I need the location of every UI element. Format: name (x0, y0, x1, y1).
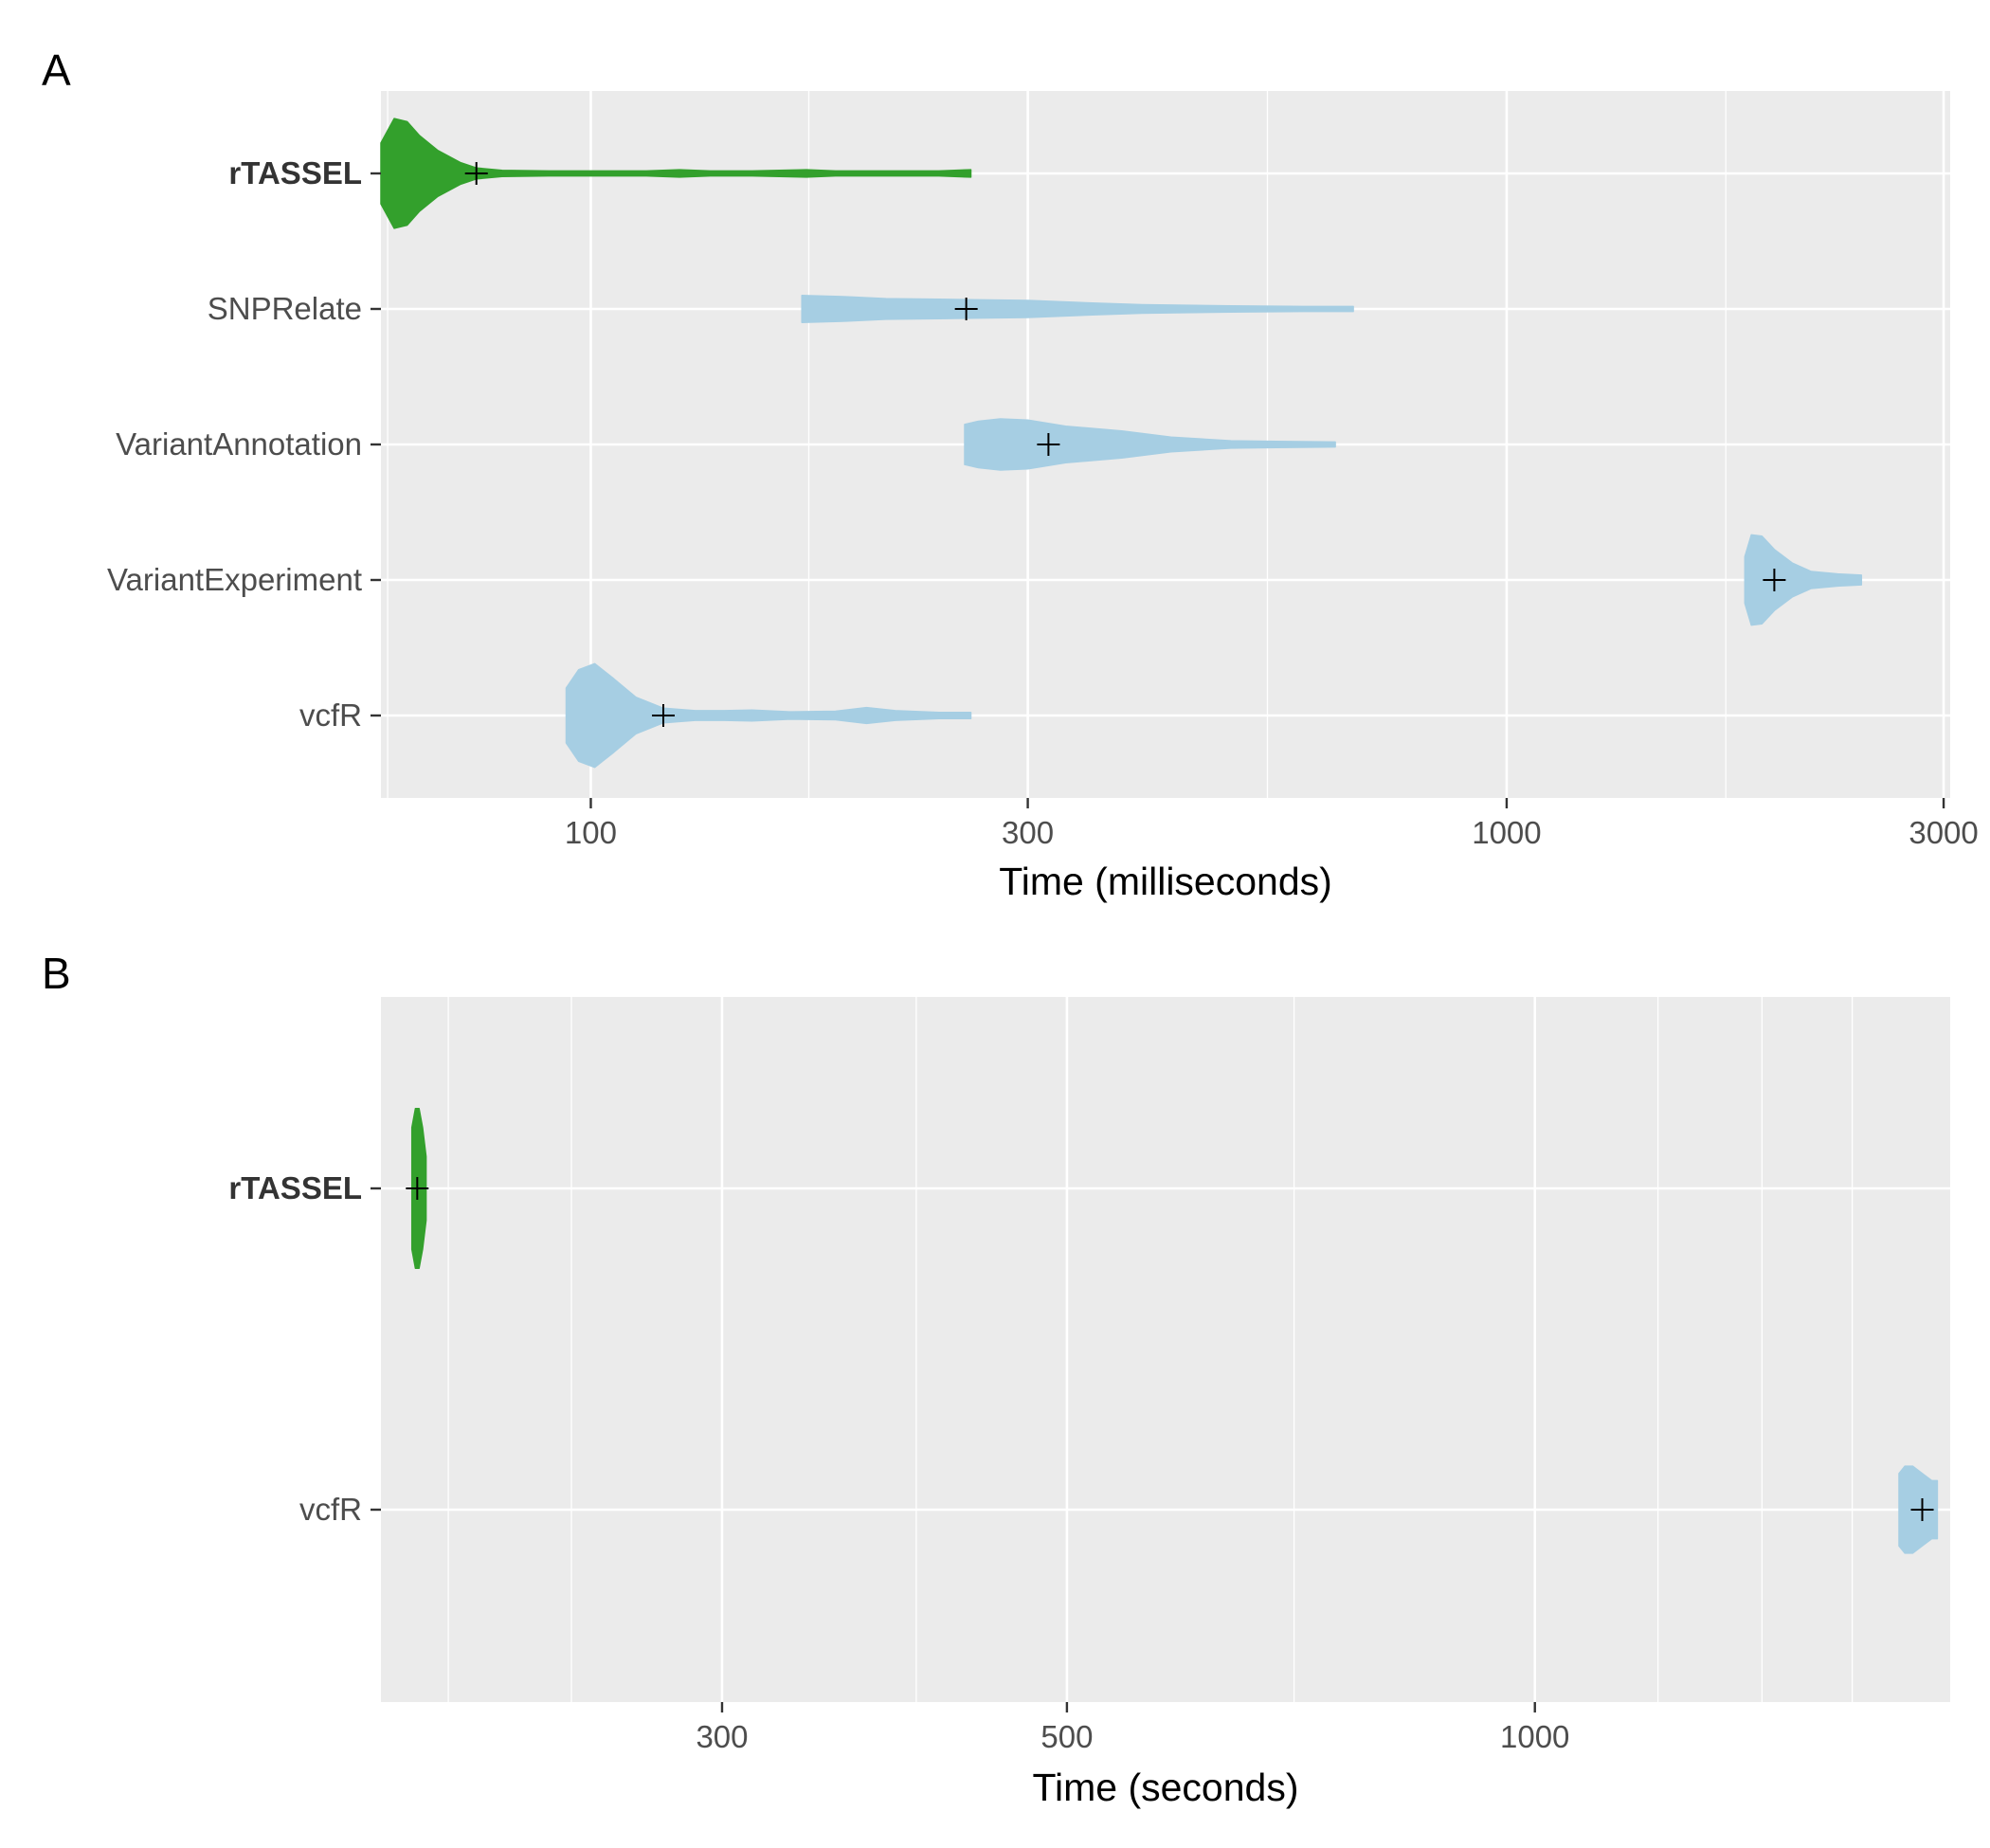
category-label-VariantExperiment: VariantExperiment (107, 562, 362, 597)
x-tick-label: 300 (1002, 815, 1054, 850)
violin-VariantAnnotation (964, 418, 1336, 471)
x-tick-label: 3000 (1909, 815, 1978, 850)
category-label-vcfR: vcfR (299, 698, 362, 733)
category-label-rTASSEL: rTASSEL (228, 1170, 362, 1205)
x-tick-label: 500 (1040, 1719, 1093, 1754)
panel-a-x-axis-title: Time (milliseconds) (999, 860, 1332, 903)
panel-b-label: B (42, 949, 71, 998)
x-tick-label: 300 (696, 1719, 748, 1754)
mean-marker-rTASSEL (406, 1177, 429, 1200)
category-label-SNPRelate: SNPRelate (208, 291, 362, 326)
panel-a-x-ticks: 100 300 1000 3000 (565, 798, 1979, 850)
category-label-rTASSEL: rTASSEL (228, 155, 362, 190)
x-tick-label: 1000 (1472, 815, 1541, 850)
panel-b-violins (406, 1108, 1939, 1554)
violin-VariantExperiment (1744, 534, 1863, 626)
panel-b-x-ticks: 300 500 1000 (696, 1702, 1569, 1754)
mean-marker-vcfR (1910, 1498, 1934, 1521)
mean-marker-VariantExperiment (1763, 569, 1786, 591)
x-tick-label: 1000 (1500, 1719, 1569, 1754)
panel-a-violins (380, 118, 1863, 769)
violin-SNPRelate (801, 295, 1354, 323)
panel-b-plot-background (381, 997, 1950, 1702)
panel-b: B rTASSEL vcfR 300 500 1000 Time (seconds) (42, 949, 1950, 1809)
panel-a: A rTASSEL SNPRelate VariantAnnotation Varia… (42, 45, 1979, 903)
violin-rTASSEL (380, 118, 972, 229)
panel-b-gridlines (381, 997, 1950, 1702)
mean-marker-SNPRelate (954, 298, 978, 320)
mean-marker-vcfR (651, 704, 675, 727)
panel-a-category-labels: rTASSEL SNPRelate VariantAnnotation Variant… (107, 155, 381, 733)
category-label-VariantAnnotation: VariantAnnotation (116, 426, 362, 462)
mean-marker-rTASSEL (464, 162, 488, 185)
x-tick-label: 100 (565, 815, 617, 850)
panel-b-category-labels: rTASSEL vcfR (228, 1170, 381, 1527)
mean-marker-VariantAnnotation (1037, 433, 1060, 456)
panel-a-label: A (42, 45, 71, 95)
category-label-vcfR: vcfR (299, 1492, 362, 1527)
panel-b-x-axis-title: Time (seconds) (1033, 1766, 1299, 1809)
